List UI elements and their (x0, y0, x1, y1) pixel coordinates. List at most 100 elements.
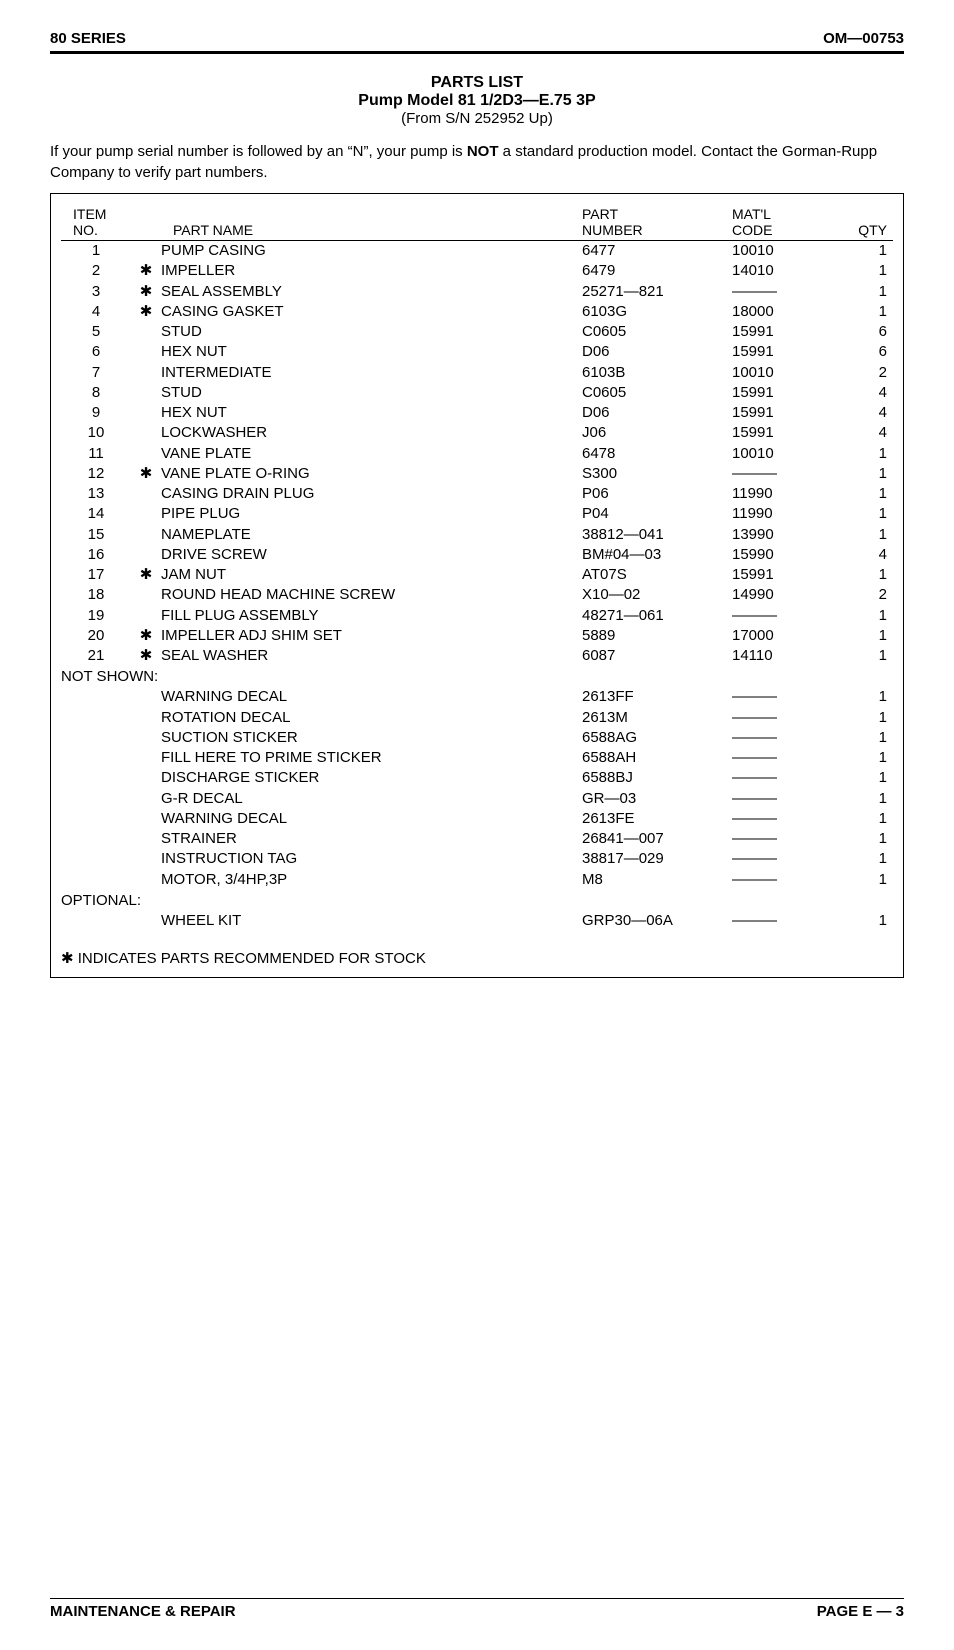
cell-qty: 1 (842, 789, 893, 809)
cell-matl-code: 17000 (732, 626, 842, 646)
cell-part-number: 25271—821 (582, 282, 732, 302)
cell-star (131, 911, 161, 931)
cell-matl-code: ——— (732, 809, 842, 829)
cell-star (131, 363, 161, 383)
cell-qty: 1 (842, 768, 893, 788)
cell-matl-code: ——— (732, 282, 842, 302)
cell-part-name: FILL HERE TO PRIME STICKER (161, 748, 582, 768)
table-row: WARNING DECAL2613FE———1 (61, 809, 893, 829)
cell-item-no: 19 (61, 606, 131, 626)
cell-matl-code: 13990 (732, 525, 842, 545)
cell-matl-code: 10010 (732, 444, 842, 464)
cell-qty: 1 (842, 748, 893, 768)
cell-part-number: 6477 (582, 241, 732, 261)
cell-part-name: SUCTION STICKER (161, 728, 582, 748)
table-row: 4✱CASING GASKET6103G180001 (61, 302, 893, 322)
cell-star (131, 748, 161, 768)
cell-part-number: AT07S (582, 565, 732, 585)
cell-item-no: 5 (61, 322, 131, 342)
table-row: 17✱JAM NUTAT07S159911 (61, 565, 893, 585)
cell-part-name: WARNING DECAL (161, 687, 582, 707)
rows-container: 1PUMP CASING64771001012✱IMPELLER64791401… (61, 241, 893, 666)
header-left: 80 SERIES (50, 30, 126, 47)
cell-star (131, 423, 161, 443)
cell-part-name: STRAINER (161, 829, 582, 849)
table-row: 18ROUND HEAD MACHINE SCREWX10—02149902 (61, 585, 893, 605)
cell-part-number: 6103B (582, 363, 732, 383)
cell-star (131, 870, 161, 890)
cell-star (131, 849, 161, 869)
table-row: WARNING DECAL2613FF———1 (61, 687, 893, 707)
table-row: 1PUMP CASING6477100101 (61, 241, 893, 261)
cell-matl-code: 11990 (732, 484, 842, 504)
cell-part-number: BM#04—03 (582, 545, 732, 565)
cell-part-name: WARNING DECAL (161, 809, 582, 829)
table-row: DISCHARGE STICKER6588BJ———1 (61, 768, 893, 788)
header-right: OM—00753 (823, 30, 904, 47)
col-name: PART NAME (173, 222, 253, 238)
cell-matl-code: ——— (732, 687, 842, 707)
cell-star (131, 687, 161, 707)
table-header: ITEM NO. PART NAME PART NUMBER MAT'L COD… (61, 200, 893, 241)
cell-qty: 2 (842, 585, 893, 605)
cell-qty: 1 (842, 525, 893, 545)
cell-part-number: C0605 (582, 322, 732, 342)
cell-qty: 1 (842, 241, 893, 261)
cell-part-number: 6087 (582, 646, 732, 666)
cell-qty: 1 (842, 282, 893, 302)
cell-star (131, 444, 161, 464)
cell-matl-code: ——— (732, 464, 842, 484)
cell-part-number: 2613M (582, 708, 732, 728)
notshown-container: WARNING DECAL2613FF———1ROTATION DECAL261… (61, 687, 893, 890)
table-row: 9HEX NUTD06159914 (61, 403, 893, 423)
cell-part-name: STUD (161, 322, 582, 342)
cell-part-name: PUMP CASING (161, 241, 582, 261)
cell-matl-code: ——— (732, 789, 842, 809)
cell-part-name: HEX NUT (161, 403, 582, 423)
cell-matl-code: 18000 (732, 302, 842, 322)
cell-star: ✱ (131, 646, 161, 666)
cell-matl-code: 14010 (732, 261, 842, 281)
table-row: 5STUDC0605159916 (61, 322, 893, 342)
cell-star (131, 768, 161, 788)
intro-pre: If your pump serial number is followed b… (50, 143, 467, 160)
cell-part-number: GRP30—06A (582, 911, 732, 931)
cell-part-number: X10—02 (582, 585, 732, 605)
cell-matl-code: 15991 (732, 322, 842, 342)
cell-part-number: D06 (582, 342, 732, 362)
table-row: 10LOCKWASHERJ06159914 (61, 423, 893, 443)
cell-star (131, 525, 161, 545)
cell-part-name: INSTRUCTION TAG (161, 849, 582, 869)
cell-matl-code: 15991 (732, 403, 842, 423)
cell-matl-code: 15991 (732, 342, 842, 362)
table-row: 21✱SEAL WASHER6087141101 (61, 646, 893, 666)
cell-matl-code: 15991 (732, 565, 842, 585)
cell-part-name: ROTATION DECAL (161, 708, 582, 728)
cell-item-no (61, 849, 131, 869)
cell-matl-code: 15991 (732, 383, 842, 403)
cell-part-name: VANE PLATE O-RING (161, 464, 582, 484)
cell-matl-code: ——— (732, 911, 842, 931)
cell-part-name: SEAL ASSEMBLY (161, 282, 582, 302)
cell-qty: 1 (842, 728, 893, 748)
table-row: SUCTION STICKER6588AG———1 (61, 728, 893, 748)
cell-star (131, 241, 161, 261)
cell-qty: 6 (842, 342, 893, 362)
cell-star (131, 403, 161, 423)
cell-item-no (61, 789, 131, 809)
cell-part-number: 6103G (582, 302, 732, 322)
cell-matl-code: 14990 (732, 585, 842, 605)
cell-item-no (61, 728, 131, 748)
footer-left: MAINTENANCE & REPAIR (50, 1603, 236, 1620)
cell-star (131, 809, 161, 829)
cell-item-no: 17 (61, 565, 131, 585)
cell-part-number: GR—03 (582, 789, 732, 809)
cell-item-no (61, 687, 131, 707)
table-row: 3✱SEAL ASSEMBLY25271—821———1 (61, 282, 893, 302)
optional-container: WHEEL KITGRP30—06A———1 (61, 911, 893, 931)
cell-part-number: 38812—041 (582, 525, 732, 545)
col-item-1: ITEM (73, 206, 143, 222)
cell-matl-code: 10010 (732, 363, 842, 383)
cell-part-name: NAMEPLATE (161, 525, 582, 545)
cell-star (131, 829, 161, 849)
